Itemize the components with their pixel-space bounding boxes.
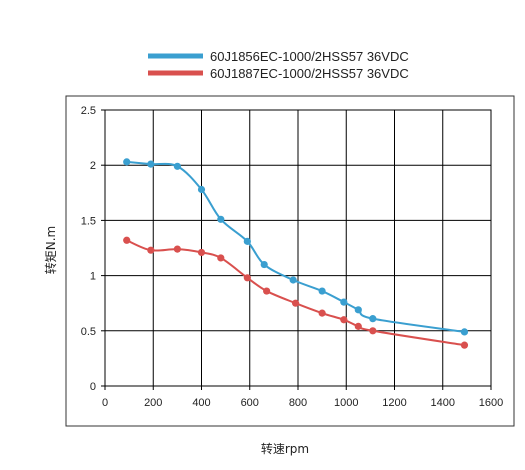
data-point [369,315,377,323]
x-tick-label: 1200 [382,397,406,409]
data-point [217,254,225,262]
x-tick-label: 0 [102,397,108,409]
y-tick-label: 0 [90,381,96,393]
x-tick-label: 800 [289,397,307,409]
x-tick-label: 1600 [479,397,503,409]
data-point [291,299,300,307]
data-point [173,245,181,253]
data-point [354,322,362,330]
data-point [318,309,326,317]
data-point [123,158,131,166]
data-point [123,236,131,244]
data-point [260,260,268,269]
series-layer [123,158,469,349]
data-point [460,341,469,349]
y-tick-label: 0.5 [81,326,96,338]
data-point [340,298,348,306]
x-axis-label: 转速rpm [261,441,309,456]
x-axis-ticks: 0 200 400 600 800 1000 1200 1400 1600 [102,386,503,409]
x-tick-label: 1000 [334,397,358,409]
x-tick-label: 600 [241,397,259,409]
y-tick-label: 1.5 [81,215,96,227]
series-2 [123,236,469,349]
data-point [197,185,206,194]
x-tick-label: 200 [144,397,162,409]
legend-label: 60J1856EC-1000/2HSS57 36VDC [210,49,409,64]
y-tick-label: 2 [90,160,96,172]
data-point [340,316,348,324]
x-tick-label: 400 [192,397,210,409]
y-axis-ticks: 0 0.5 1 1.5 2 2.5 [81,105,105,393]
data-point [173,162,181,170]
outer-frame [65,95,515,427]
data-point [197,248,206,257]
data-point [243,237,251,245]
grid [105,110,491,386]
x-tick-label: 1400 [431,397,455,409]
data-point [289,276,297,284]
data-point [147,160,155,168]
data-point [354,306,362,314]
y-tick-label: 2.5 [81,105,96,117]
data-point [460,328,469,336]
data-point [318,287,326,295]
data-point [217,215,225,223]
y-axis-label: 转矩N.m [43,226,58,274]
data-point [243,274,251,282]
legend-label: 60J1887EC-1000/2HSS57 36VDC [210,66,409,81]
series-1 [123,158,469,336]
legend: 60J1856EC-1000/2HSS57 36VDC 60J1887EC-100… [148,49,409,81]
y-tick-label: 1 [90,271,96,283]
data-point [263,287,271,295]
data-point [369,327,377,335]
data-point [147,246,155,254]
series-line [126,239,465,347]
